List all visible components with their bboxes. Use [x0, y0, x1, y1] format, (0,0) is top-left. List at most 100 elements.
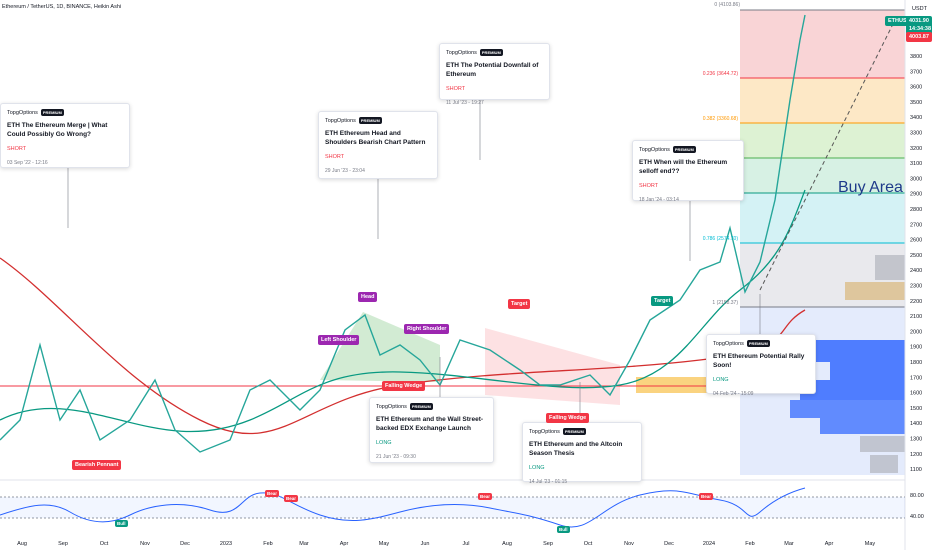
rsi-signal: Bear — [284, 495, 299, 502]
price-tag: 4003.87 — [906, 32, 932, 42]
fib-label: 0.786 (2574.70) — [703, 236, 739, 242]
fib-zone — [740, 123, 905, 158]
rsi-level-label: 80.00 — [910, 493, 924, 499]
rsi-signal: Bull — [557, 526, 570, 533]
price-label: 1900 — [910, 345, 922, 351]
idea-badge: PREMIUM — [562, 428, 586, 435]
rsi-signal: Bear — [478, 493, 493, 500]
idea-direction: LONG — [376, 439, 392, 446]
price-label: 3000 — [910, 176, 922, 182]
time-label: 2023 — [220, 541, 232, 547]
price-label: 1600 — [910, 391, 922, 397]
price-label: 3700 — [910, 69, 922, 75]
volume-profile — [790, 255, 905, 473]
idea-direction: SHORT — [639, 182, 659, 189]
price-label: 3200 — [910, 146, 922, 152]
price-label: 3300 — [910, 131, 922, 137]
time-label: Aug — [502, 541, 512, 547]
rsi-signal: Bull — [115, 520, 128, 527]
idea-title: ETH Ethereum Head and Shoulders Bearish … — [325, 130, 426, 146]
idea-author-row: TopgOptions PREMIUM — [639, 146, 737, 153]
time-label: Apr — [825, 541, 834, 547]
price-label: 2500 — [910, 253, 922, 259]
idea-badge: PREMIUM — [358, 117, 382, 124]
time-label: 2024 — [703, 541, 715, 547]
price-label: 3500 — [910, 100, 922, 106]
idea-author: TopgOptions — [325, 117, 356, 124]
idea-direction: LONG — [529, 464, 545, 471]
time-label: Nov — [140, 541, 150, 547]
chart-title: Ethereum / TetherUS, 1D, BINANCE, Heikin… — [2, 4, 121, 10]
pattern-label: Right Shoulder — [404, 324, 450, 334]
idea-title: ETH Ethereum Potential Rally Soon! — [713, 353, 805, 369]
idea-badge: PREMIUM — [479, 49, 503, 56]
rsi-signal: Bear — [265, 490, 280, 497]
fib-zone — [740, 78, 905, 123]
idea-card[interactable]: TopgOptions PREMIUM ETH Ethereum and the A… — [522, 422, 642, 485]
price-label: 1800 — [910, 360, 922, 366]
idea-card[interactable]: TopgOptions PREMIUM ETH The Potential Down… — [439, 43, 550, 106]
time-label: Aug — [17, 541, 27, 547]
axis-unit: USDT — [912, 6, 928, 12]
idea-card[interactable]: TopgOptions PREMIUM ETH The Ethereum Merge… — [0, 103, 130, 168]
idea-author: TopgOptions — [639, 146, 670, 153]
price-label: 1100 — [910, 467, 922, 473]
idea-date: 14 Jul '23 - 01:15 — [529, 478, 568, 485]
idea-date: 21 Jun '23 - 09:30 — [376, 453, 416, 460]
time-label: Feb — [745, 541, 754, 547]
idea-author-row: TopgOptions PREMIUM — [529, 428, 635, 435]
price-label: 2000 — [910, 329, 922, 335]
profile-bar — [830, 362, 905, 380]
idea-card[interactable]: TopgOptions PREMIUM ETH When will the Ethe… — [632, 140, 744, 203]
idea-author: TopgOptions — [529, 428, 560, 435]
idea-card[interactable]: TopgOptions PREMIUM ETH Ethereum and the W… — [369, 397, 494, 463]
price-label: 2600 — [910, 238, 922, 244]
idea-direction: LONG — [713, 376, 729, 383]
fib-zone — [740, 10, 905, 78]
price-line — [0, 14, 806, 453]
fib-label: 0 (4103.86) — [714, 2, 740, 8]
idea-card[interactable]: TopgOptions PREMIUM ETH Ethereum Head and … — [318, 111, 438, 179]
idea-author: TopgOptions — [376, 403, 407, 410]
pattern-label: Head — [358, 292, 378, 302]
idea-badge: PREMIUM — [746, 340, 770, 347]
rsi-line — [0, 487, 806, 528]
time-label: Sep — [543, 541, 553, 547]
rsi-signal: Bear — [699, 493, 714, 500]
profile-bar — [815, 340, 905, 362]
pattern-label: Target — [651, 296, 674, 306]
idea-badge: PREMIUM — [409, 403, 433, 410]
profile-bar — [870, 455, 898, 473]
fib-label: 1 (2158.37) — [712, 300, 738, 306]
idea-title: ETH Ethereum and the Wall Street-backed … — [376, 416, 484, 432]
idea-date: 29 Jun '23 - 23:04 — [325, 167, 365, 174]
pattern-label: Target — [508, 299, 531, 309]
profile-bar — [860, 436, 905, 452]
pattern-label: Bearish Pennant — [72, 460, 122, 470]
idea-author: TopgOptions — [446, 49, 477, 56]
price-label: 2300 — [910, 284, 922, 290]
profile-bar — [790, 400, 905, 418]
price-label: 1200 — [910, 452, 922, 458]
price-label: 2800 — [910, 207, 922, 213]
profile-bar — [820, 418, 905, 434]
time-label: May — [379, 541, 390, 547]
rsi-level-label: 40.00 — [910, 514, 924, 520]
fib-zone — [740, 158, 905, 193]
time-label: Dec — [180, 541, 190, 547]
moving-average — [0, 189, 806, 433]
idea-direction: SHORT — [7, 145, 27, 152]
time-label: Oct — [584, 541, 593, 547]
idea-title: ETH When will the Ethereum selloff end?? — [639, 159, 728, 175]
price-label: 1500 — [910, 406, 922, 412]
idea-card[interactable]: TopgOptions PREMIUM ETH Ethereum Potential… — [706, 334, 816, 397]
profile-bar — [800, 380, 905, 400]
idea-title: ETH The Potential Downfall of Ethereum — [446, 62, 539, 78]
time-label: Jul — [462, 541, 469, 547]
price-label: 2200 — [910, 299, 922, 305]
time-label: Jun — [421, 541, 430, 547]
idea-date: 04 Feb '24 - 15:09 — [713, 390, 754, 397]
price-label: 2700 — [910, 222, 922, 228]
